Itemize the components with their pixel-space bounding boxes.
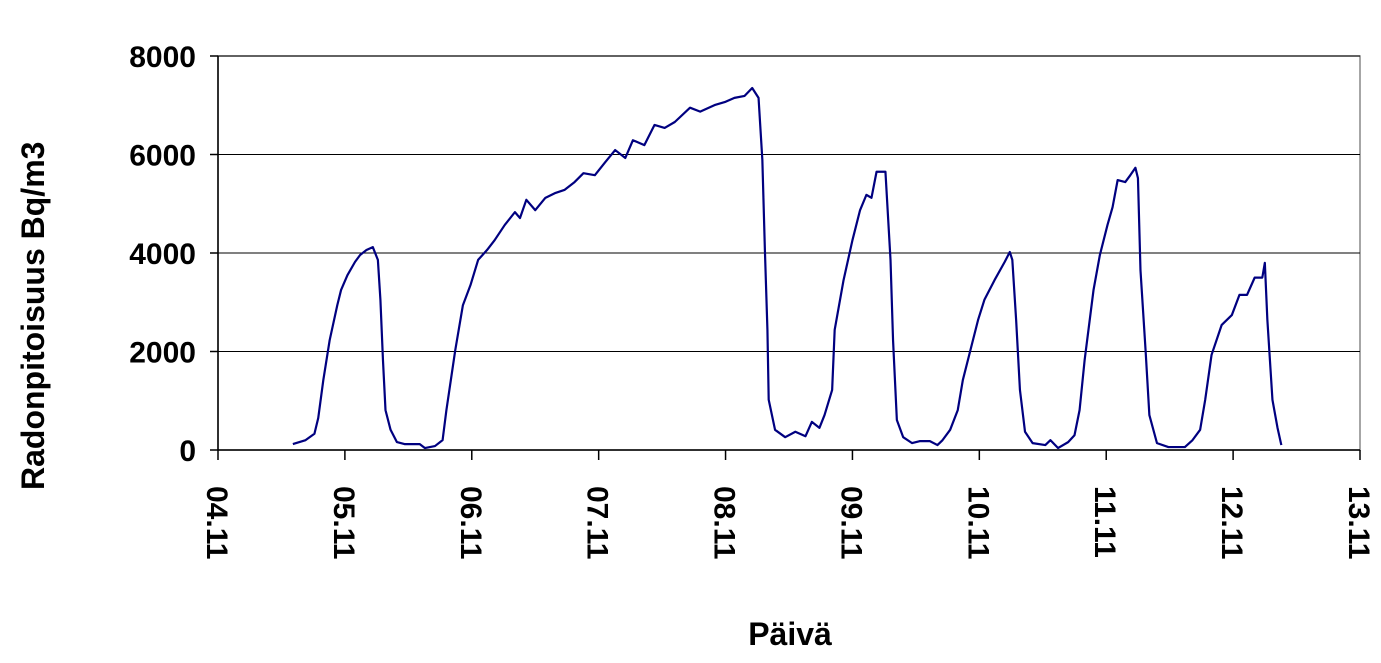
y-axis-label: Radonpitoisuus Bq/m3 [15,142,51,490]
x-tick-label: 05.11 [327,486,360,559]
x-axis-label: Päivä [748,616,832,652]
x-tick-label: 13.11 [1342,486,1375,559]
y-tick-label: 2000 [129,337,196,370]
x-tick-label: 08.11 [708,486,741,559]
x-tick-label: 06.11 [454,486,487,559]
y-tick-label: 4000 [129,238,196,271]
x-tick-label: 10.11 [961,486,994,559]
x-tick-label: 07.11 [581,486,614,559]
x-tick-label: 12.11 [1215,486,1248,559]
x-tick-label: 11.11 [1088,486,1121,558]
y-tick-label: 8000 [129,41,196,74]
x-tick-label: 04.11 [200,486,233,559]
x-tick-label: 09.11 [834,486,867,559]
data-line [292,86,1283,450]
y-tick-label: 6000 [129,140,196,173]
y-tick-label: 0 [179,435,196,468]
